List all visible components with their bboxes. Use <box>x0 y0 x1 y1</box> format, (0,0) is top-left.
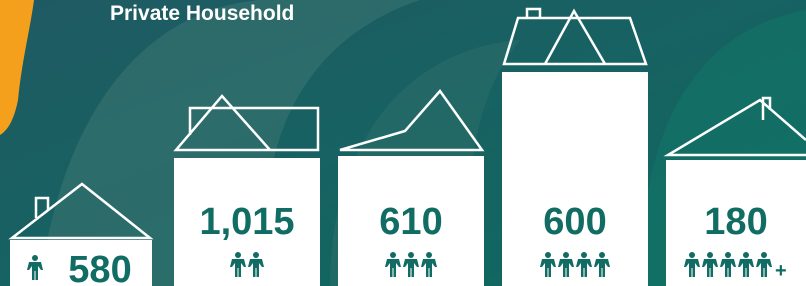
household-count: 600 <box>543 201 606 243</box>
household-count: 1,015 <box>199 201 294 243</box>
household-count: 580 <box>68 249 131 286</box>
infographic: Private Household 580 1,015 610 600 180 + <box>0 0 806 286</box>
title: Private Household <box>110 2 294 25</box>
persons-suffix: + <box>775 260 787 282</box>
household-count: 610 <box>379 201 442 243</box>
house-body <box>502 72 648 286</box>
household-count: 180 <box>704 201 767 243</box>
